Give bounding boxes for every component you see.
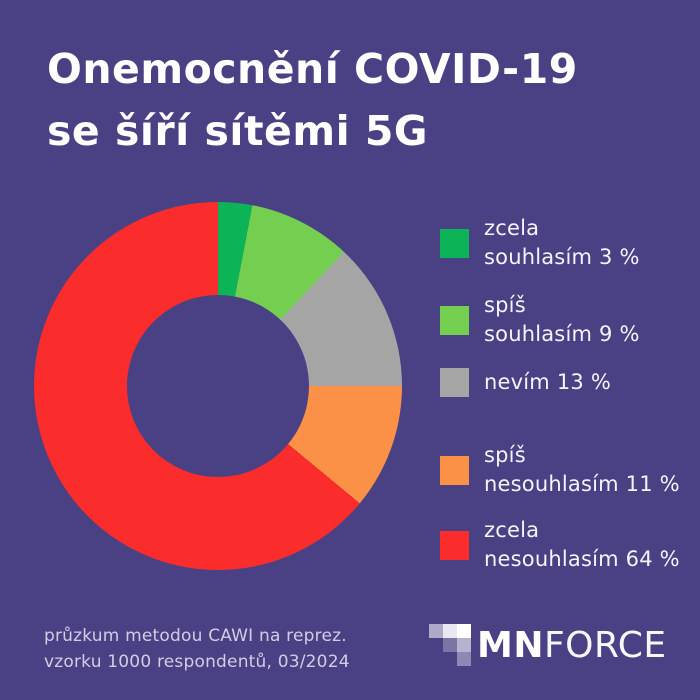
legend-label: zcela souhlasím 3 % [484, 214, 640, 272]
logo-text-bold: MN [477, 625, 544, 666]
donut-hole [127, 295, 309, 477]
legend-label: spíš nesouhlasím 11 % [484, 441, 680, 499]
logo-pixel [443, 638, 457, 652]
methodology-note-line1: průzkum metodou CAWI na reprez. [44, 626, 347, 646]
legend-item-nevim: nevím 13 % [440, 368, 611, 397]
legend-label: zcela nesouhlasím 64 % [484, 516, 680, 574]
page-title: Onemocnění COVID-19 se šíří sítěmi 5G [47, 38, 578, 162]
legend-label-line2: souhlasím 3 % [484, 245, 640, 269]
legend-label-line2: nesouhlasím 64 % [484, 547, 680, 571]
methodology-note-line2: vzorku 1000 respondentů, 03/2024 [44, 652, 350, 672]
mnforce-logo: MNFORCE [429, 624, 667, 667]
legend-swatch-zcela-nesouhlasim [440, 530, 469, 560]
legend-swatch-nevim [440, 368, 469, 397]
legend-label-line2: nesouhlasím 11 % [484, 472, 680, 496]
mnforce-logo-pixel-icon [429, 624, 471, 666]
legend-label-line1: zcela [484, 518, 540, 542]
logo-pixel [457, 638, 471, 652]
logo-pixel [457, 624, 471, 638]
legend-label: nevím 13 % [484, 368, 611, 397]
logo-pixel [457, 652, 471, 666]
legend-item-spis-nesouhlasim: spíš nesouhlasím 11 % [440, 441, 680, 499]
methodology-note: průzkum metodou CAWI na reprez. vzorku 1… [44, 623, 350, 675]
legend-item-zcela-nesouhlasim: zcela nesouhlasím 64 % [440, 516, 680, 574]
logo-pixel [443, 624, 457, 638]
page-title-line1: Onemocnění COVID-19 [47, 45, 578, 93]
logo-pixel [429, 624, 443, 638]
legend-swatch-zcela-souhlasim [440, 228, 469, 258]
legend-label-line2: souhlasím 9 % [484, 322, 640, 346]
mnforce-logo-text: MNFORCE [477, 625, 667, 667]
logo-text-light: FORCE [543, 625, 667, 666]
page-title-line2: se šíří sítěmi 5G [47, 107, 429, 155]
legend-item-zcela-souhlasim: zcela souhlasím 3 % [440, 214, 640, 272]
legend-label-line1: nevím 13 % [484, 370, 611, 394]
legend-label-line1: spíš [484, 293, 526, 317]
legend-label: spíš souhlasím 9 % [484, 291, 640, 349]
legend-item-spis-souhlasim: spíš souhlasím 9 % [440, 291, 640, 349]
legend-swatch-spis-nesouhlasim [440, 455, 469, 485]
legend-swatch-spis-souhlasim [440, 305, 469, 335]
donut-chart [34, 202, 402, 570]
legend-label-line1: spíš [484, 443, 526, 467]
legend-label-line1: zcela [484, 216, 540, 240]
